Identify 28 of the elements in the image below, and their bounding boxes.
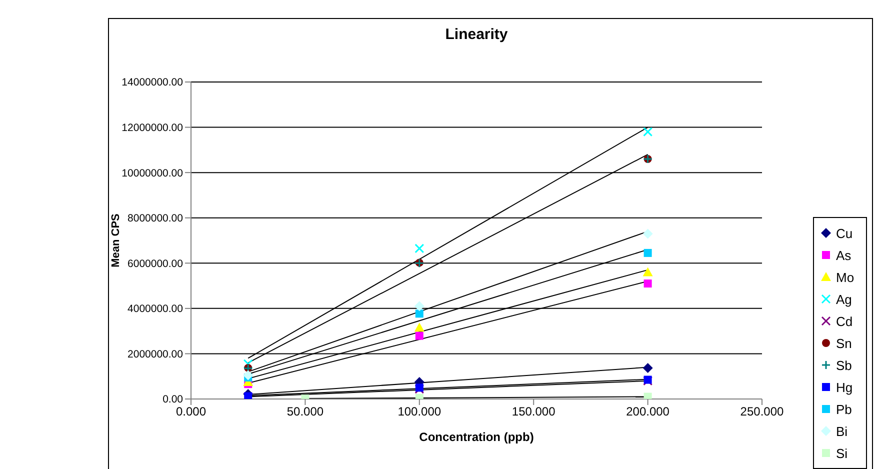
y-tick-label: 0.00	[162, 394, 184, 406]
y-tick-label: 2000000.00	[128, 348, 184, 360]
legend-label: Cu	[836, 226, 853, 240]
y-tick-label: 10000000.00	[122, 167, 184, 180]
x-tick-label: 0.000	[176, 404, 206, 419]
legend-label: Sn	[836, 336, 852, 350]
legend-label: Mo	[836, 270, 854, 284]
legend-label: Hg	[836, 380, 853, 394]
legend-label: Si	[836, 446, 848, 460]
legend-label: Pb	[836, 402, 852, 416]
y-tick-label: 4000000.00	[128, 303, 184, 316]
x-tick-label: 50.000	[286, 404, 324, 419]
chart-title: Linearity	[444, 26, 509, 43]
legend-label: Sb	[836, 358, 852, 372]
legend-label: As	[836, 248, 852, 262]
legend-label: Bi	[836, 424, 848, 438]
legend-label: Ag	[836, 292, 852, 306]
x-tick-label: 200.000	[626, 404, 670, 419]
y-tick-label: 12000000.00	[122, 122, 184, 134]
x-tick-label: 100.000	[398, 404, 442, 419]
x-axis-title: Concentration (ppb)	[419, 430, 534, 444]
x-tick-label: 150.000	[512, 404, 556, 419]
y-tick-label: 14000000.00	[122, 76, 184, 89]
x-tick-label: 250.000	[740, 404, 784, 419]
y-tick-label: 8000000.00	[128, 212, 184, 225]
legend-label: Cd	[836, 314, 853, 328]
y-tick-label: 6000000.00	[128, 258, 184, 270]
y-axis-title: Mean CPS	[110, 214, 122, 268]
